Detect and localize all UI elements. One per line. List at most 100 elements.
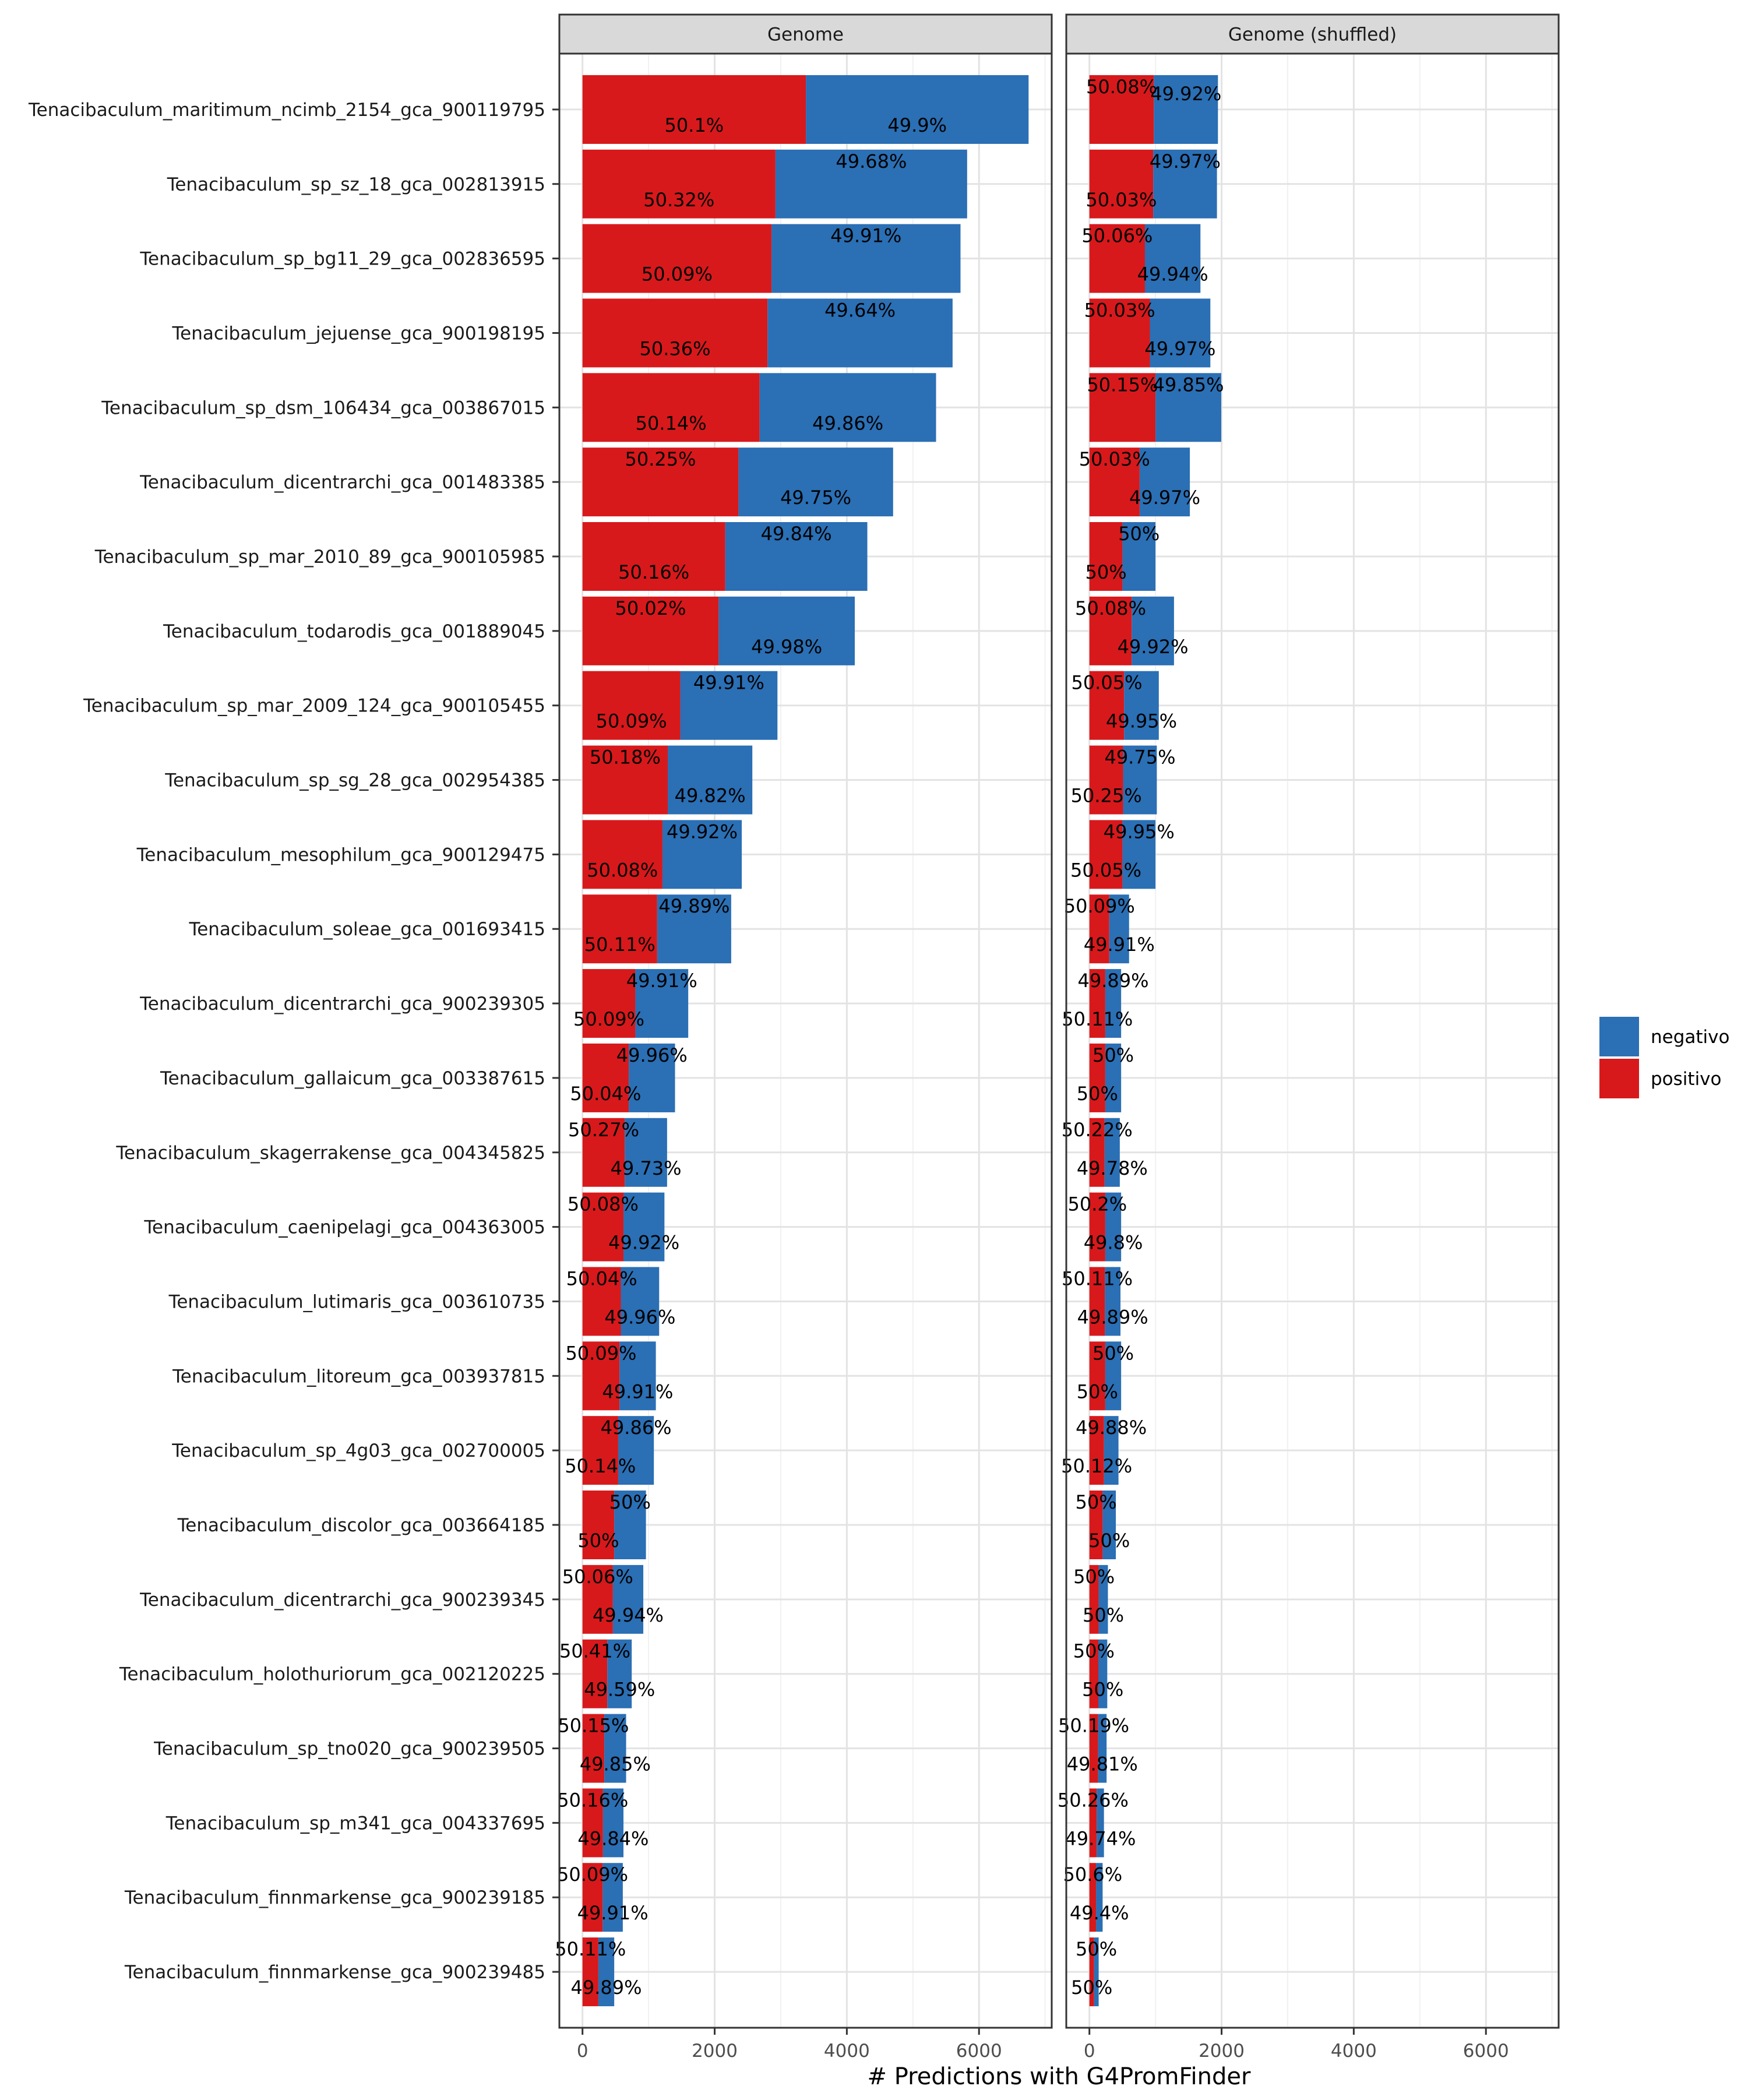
y-tick-label: Tenacibaculum_lutimaris_gca_003610735 bbox=[168, 1291, 545, 1312]
y-tick-label: Tenacibaculum_discolor_gca_003664185 bbox=[177, 1515, 545, 1536]
bar-negativo bbox=[1105, 1267, 1121, 1336]
bar-positivo bbox=[582, 1341, 620, 1411]
data-label-negativo: 49.91% bbox=[602, 1380, 673, 1403]
bar-negativo bbox=[618, 1416, 654, 1485]
data-label-positivo: 50% bbox=[1075, 1491, 1116, 1513]
y-tick-label: Tenacibaculum_sp_m341_gca_004337695 bbox=[165, 1813, 545, 1834]
facet-strip bbox=[558, 13, 1053, 55]
bar-positivo bbox=[1089, 149, 1154, 219]
bar-positivo bbox=[1089, 969, 1105, 1038]
bar-positivo bbox=[582, 1192, 624, 1262]
data-label-positivo: 50.06% bbox=[1081, 225, 1153, 247]
bar-positivo bbox=[582, 1937, 598, 2007]
bar-negativo bbox=[657, 894, 731, 964]
data-label-negativo: 49.64% bbox=[824, 299, 896, 321]
bar-positivo bbox=[1089, 596, 1132, 665]
bar-positivo bbox=[582, 1863, 603, 1932]
y-tick-label: Tenacibaculum_sp_dsm_106434_gca_00386701… bbox=[101, 397, 545, 418]
data-label-negativo: 49.95% bbox=[1106, 710, 1177, 732]
bar-negativo bbox=[718, 596, 855, 665]
data-label-negativo: 49.95% bbox=[1104, 820, 1175, 843]
data-label-negativo: 49.84% bbox=[577, 1827, 649, 1849]
data-label-positivo: 50.1% bbox=[665, 114, 724, 136]
bar-positivo bbox=[1089, 522, 1123, 591]
data-label-negativo: 49.86% bbox=[812, 412, 883, 434]
data-label-positivo: 50.12% bbox=[1061, 1455, 1132, 1477]
bar-negativo bbox=[1105, 969, 1122, 1038]
bar-positivo bbox=[582, 820, 662, 889]
bar-positivo bbox=[1089, 1341, 1105, 1411]
bar-positivo bbox=[582, 1714, 605, 1783]
y-tick-label: Tenacibaculum_sp_tno020_gca_900239505 bbox=[153, 1739, 545, 1760]
bar-negativo bbox=[1155, 373, 1221, 442]
bar-positivo bbox=[582, 596, 719, 665]
data-label-positivo: 50.36% bbox=[639, 337, 710, 360]
bar-negativo bbox=[668, 745, 753, 815]
bar-negativo bbox=[598, 1937, 615, 2007]
data-label-positivo: 50.08% bbox=[1075, 597, 1146, 619]
data-label-positivo: 50% bbox=[1077, 1380, 1118, 1403]
data-label-negativo: 49.91% bbox=[577, 1902, 649, 1924]
data-label-positivo: 50.09% bbox=[565, 1342, 636, 1364]
bar-negativo bbox=[1153, 149, 1217, 219]
data-label-negativo: 49.94% bbox=[1137, 263, 1208, 286]
bar-negativo bbox=[1122, 522, 1156, 591]
data-label-positivo: 50.11% bbox=[1062, 1267, 1133, 1289]
y-tick-label: Tenacibaculum_sp_bg11_29_gca_002836595 bbox=[139, 249, 545, 270]
data-label-positivo: 50.25% bbox=[1071, 785, 1142, 807]
bar-positivo bbox=[582, 1416, 618, 1485]
bar-positivo bbox=[1089, 1043, 1105, 1112]
bar-negativo bbox=[635, 969, 689, 1038]
bar-positivo bbox=[582, 1118, 625, 1187]
data-label-negativo: 49.92% bbox=[1150, 83, 1221, 105]
data-label-negativo: 49.81% bbox=[1067, 1753, 1138, 1775]
bar-positivo bbox=[1089, 1639, 1099, 1708]
y-tick-label: Tenacibaculum_sp_4g03_gca_002700005 bbox=[171, 1440, 545, 1461]
data-label-positivo: 50.06% bbox=[562, 1566, 633, 1588]
bar-negativo bbox=[1097, 1788, 1104, 1858]
data-label-positivo: 50.05% bbox=[1070, 859, 1141, 881]
bar-negativo bbox=[1094, 1937, 1099, 2007]
y-tick-label: Tenacibaculum_caenipelagi_gca_004363005 bbox=[143, 1217, 545, 1238]
data-label-positivo: 50.15% bbox=[558, 1715, 629, 1737]
bar-negativo bbox=[1122, 820, 1156, 889]
data-label-negativo: 50% bbox=[1092, 1044, 1134, 1066]
y-tick-label: Tenacibaculum_sp_mar_2009_124_gca_900105… bbox=[83, 696, 545, 717]
bar-positivo bbox=[582, 75, 806, 144]
data-label-negativo: 49.9% bbox=[887, 114, 947, 136]
bar-negativo bbox=[625, 1118, 667, 1187]
bar-negativo bbox=[1104, 1416, 1119, 1485]
data-label-positivo: 50% bbox=[577, 1530, 619, 1552]
data-label-negativo: 49.68% bbox=[836, 150, 907, 172]
data-label-negativo: 49.75% bbox=[1104, 746, 1175, 769]
data-label-negativo: 49.96% bbox=[604, 1306, 675, 1328]
x-tick-label: 4000 bbox=[824, 2041, 870, 2062]
data-label-negativo: 49.8% bbox=[1084, 1232, 1143, 1254]
bar-positivo bbox=[1089, 448, 1140, 517]
data-label-positivo: 50.16% bbox=[618, 561, 689, 583]
bar-positivo bbox=[1089, 1118, 1105, 1187]
bar-positivo bbox=[582, 373, 760, 442]
data-label-negativo: 49.86% bbox=[601, 1417, 672, 1439]
bar-negativo bbox=[619, 1341, 656, 1411]
bar-negativo bbox=[725, 522, 868, 591]
bar-negativo bbox=[1102, 1491, 1116, 1559]
bar-negativo bbox=[1123, 745, 1157, 815]
data-label-negativo: 49.97% bbox=[1150, 150, 1221, 172]
data-label-negativo: 49.74% bbox=[1065, 1827, 1136, 1849]
data-label-negativo: 49.92% bbox=[667, 820, 738, 843]
data-label-negativo: 49.75% bbox=[780, 487, 851, 509]
bar-negativo bbox=[662, 820, 742, 889]
bar-positivo bbox=[582, 1639, 608, 1708]
data-label-positivo: 50% bbox=[1085, 561, 1126, 583]
bar-positivo bbox=[1089, 820, 1123, 889]
data-label-positivo: 50.32% bbox=[643, 189, 714, 211]
bar-negativo bbox=[1109, 894, 1129, 964]
data-label-positivo: 50.26% bbox=[1058, 1789, 1129, 1811]
bar-negativo bbox=[1104, 1118, 1120, 1187]
legend-key-negativo bbox=[1599, 1017, 1639, 1056]
data-label-positivo: 50.27% bbox=[568, 1119, 639, 1141]
data-label-negativo: 49.98% bbox=[751, 636, 822, 658]
bar-negativo bbox=[767, 298, 953, 368]
